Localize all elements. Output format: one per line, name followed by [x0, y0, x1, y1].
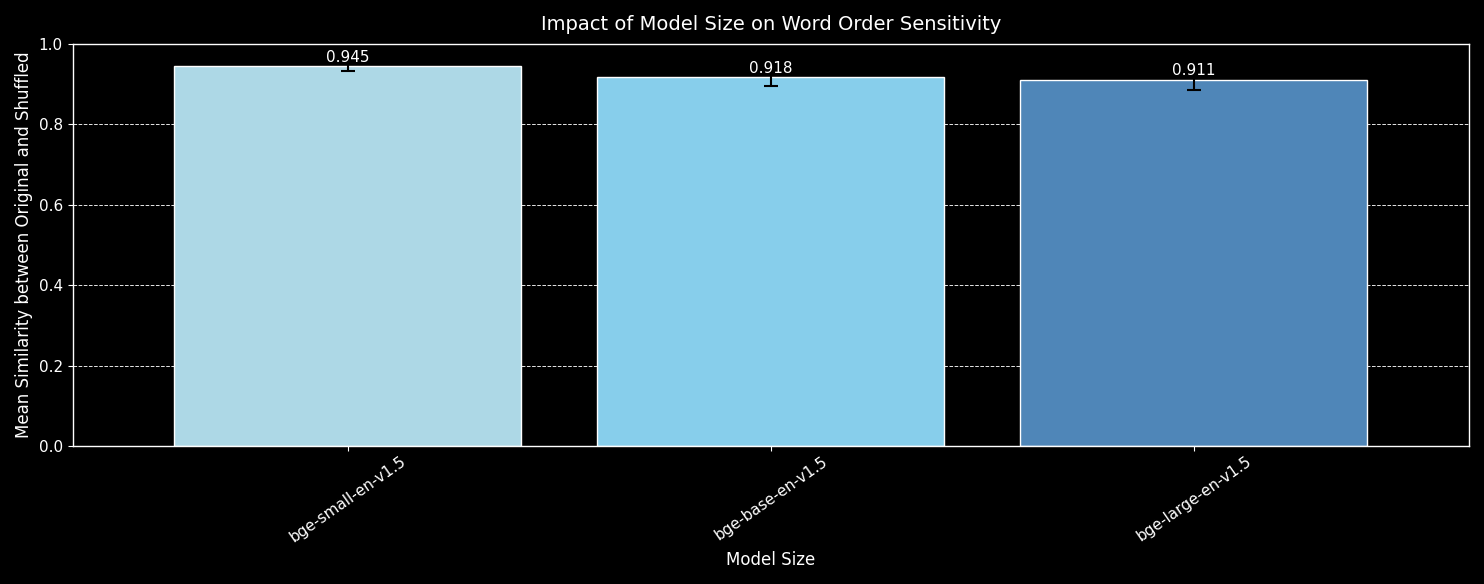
Bar [1021, 79, 1367, 446]
Text: 0.911: 0.911 [1172, 64, 1215, 78]
X-axis label: Model Size: Model Size [726, 551, 815, 569]
Bar [597, 77, 944, 446]
Text: 0.918: 0.918 [749, 61, 792, 76]
Text: 0.945: 0.945 [326, 50, 370, 65]
Title: Impact of Model Size on Word Order Sensitivity: Impact of Model Size on Word Order Sensi… [540, 15, 1000, 34]
Y-axis label: Mean Similarity between Original and Shuffled: Mean Similarity between Original and Shu… [15, 52, 33, 439]
Bar [174, 66, 521, 446]
